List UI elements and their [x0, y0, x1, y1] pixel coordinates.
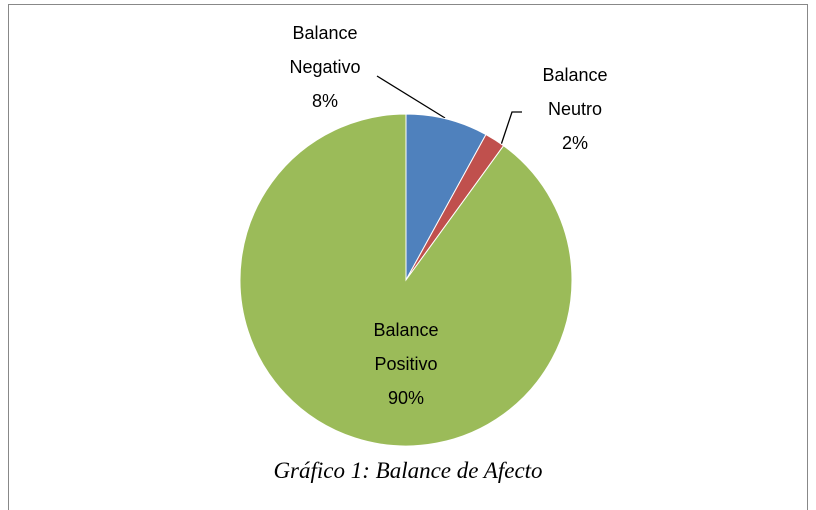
category-label: Balance Positivo	[373, 320, 439, 374]
pie-slice	[239, 113, 573, 447]
slice-label: Balance Neutro 2%	[515, 58, 635, 160]
value-label: 90%	[387, 388, 425, 408]
chart-frame	[8, 4, 808, 510]
value-label: 2%	[561, 133, 588, 153]
category-label: Balance Neutro	[542, 65, 608, 119]
chart-caption: Gráfico 1: Balance de Afecto	[273, 458, 543, 483]
slice-label: Balance Negativo 8%	[265, 16, 385, 118]
category-label: Balance Negativo	[289, 23, 361, 77]
leader-line	[376, 75, 446, 119]
leader-line	[499, 111, 522, 149]
value-label: 8%	[311, 91, 338, 111]
slice-label: Balance Positivo 90%	[346, 313, 466, 415]
